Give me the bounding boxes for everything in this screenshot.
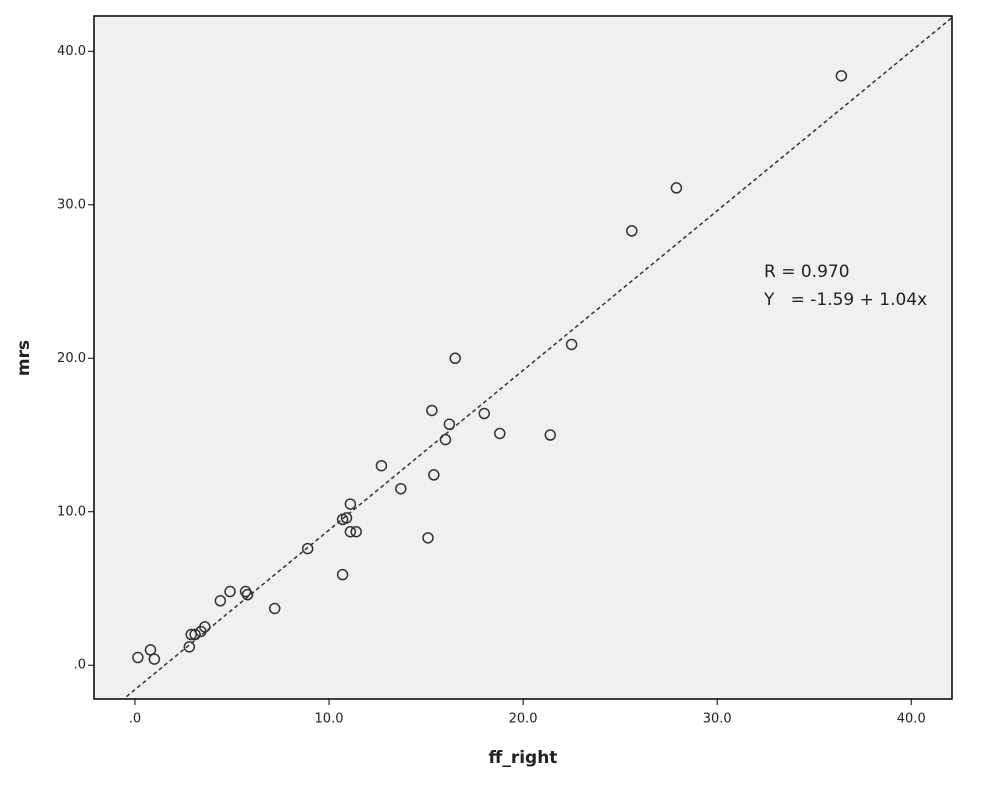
y-tick-label: 30.0 (57, 197, 86, 212)
point (670, 182, 683, 194)
point (336, 568, 349, 581)
point (183, 641, 196, 653)
point (835, 70, 848, 82)
point (132, 651, 144, 664)
point (428, 469, 440, 481)
point (268, 602, 281, 615)
point (544, 429, 557, 441)
point (494, 427, 506, 440)
x-tick-label: 40.0 (897, 712, 926, 727)
point (199, 621, 211, 633)
point (478, 407, 491, 420)
point (426, 404, 438, 417)
y-tick-label: 40.0 (57, 44, 86, 59)
point (241, 588, 254, 601)
point (375, 459, 388, 472)
point (350, 525, 362, 538)
annotation: R = 0.970 (764, 262, 850, 282)
y-axis-label: mrs (14, 340, 34, 376)
x-axis-label: ff_right (489, 748, 558, 768)
fit-line (122, 17, 952, 699)
point (224, 585, 236, 598)
point (626, 225, 638, 237)
point (189, 628, 201, 641)
annotation: Y = -1.59 + 1.04x (763, 290, 927, 310)
y-tick-label: 20.0 (57, 351, 86, 366)
plot-area (93, 15, 953, 700)
point (443, 418, 456, 431)
x-tick-label: 30.0 (703, 712, 732, 727)
point (449, 352, 461, 365)
point (301, 542, 314, 555)
y-tick-label: .0 (74, 658, 86, 673)
x-tick-label: 20.0 (509, 712, 538, 727)
x-tick-label: .0 (129, 712, 141, 727)
point (344, 498, 357, 510)
point (340, 512, 353, 524)
point (422, 532, 434, 544)
point (565, 338, 578, 351)
y-tick-label: 10.0 (57, 504, 86, 519)
point (439, 433, 452, 446)
point (344, 525, 357, 538)
point (214, 595, 227, 607)
point (395, 482, 407, 495)
point (148, 653, 161, 665)
x-tick-label: 10.0 (315, 712, 344, 727)
